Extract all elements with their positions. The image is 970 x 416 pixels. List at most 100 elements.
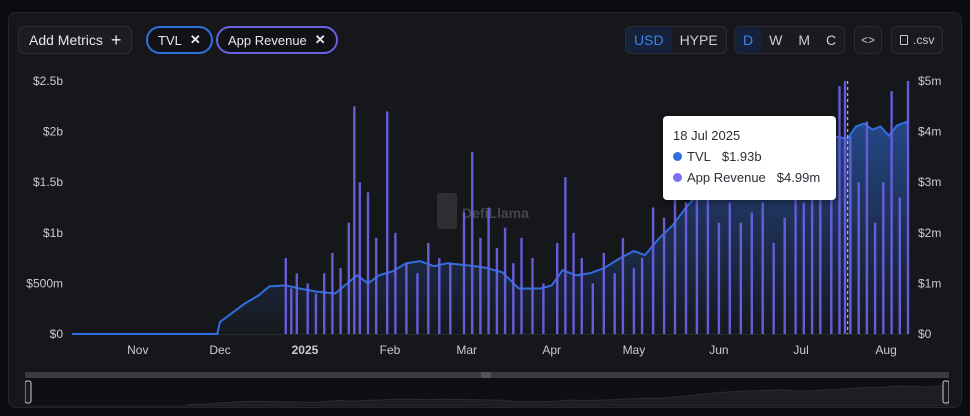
revenue-bar bbox=[366, 192, 370, 334]
revenue-bar bbox=[772, 242, 775, 334]
revenue-bar bbox=[386, 111, 389, 335]
metric-chip-app-revenue[interactable]: App Revenue ✕ bbox=[216, 26, 338, 54]
revenue-bar bbox=[542, 283, 545, 334]
revenue-bar bbox=[662, 217, 666, 334]
revenue-bar bbox=[602, 253, 605, 334]
y-right-tick-label: $2m bbox=[918, 226, 941, 240]
metric-chip-tvl[interactable]: TVL ✕ bbox=[146, 26, 213, 54]
tooltip-date: 18 Jul 2025 bbox=[673, 128, 741, 143]
revenue-bar bbox=[556, 242, 559, 334]
y-left-tick-label: $1.5b bbox=[33, 175, 63, 189]
revenue-bar bbox=[898, 197, 901, 334]
chart-tooltip: 18 Jul 2025 TVL $1.93b App Revenue $4.99… bbox=[663, 116, 836, 200]
revenue-bar bbox=[849, 136, 852, 334]
y-left-tick-label: $2b bbox=[43, 125, 63, 139]
grouping-weekly[interactable]: W bbox=[769, 32, 783, 48]
revenue-bar bbox=[684, 202, 688, 334]
revenue-bar bbox=[306, 283, 309, 334]
x-axis: Nov Dec 2025 Feb Mar Apr May Jun Jul Aug bbox=[72, 334, 908, 357]
y-right-tick-label: $3m bbox=[918, 175, 941, 189]
revenue-bar bbox=[673, 192, 677, 334]
x-tick-label: May bbox=[623, 343, 646, 357]
grouping-cumulative[interactable]: C bbox=[826, 32, 837, 48]
revenue-bar bbox=[838, 86, 841, 334]
currency-usd[interactable]: USD bbox=[626, 27, 672, 53]
revenue-bar bbox=[495, 248, 499, 334]
brush-handle-right[interactable] bbox=[942, 380, 949, 404]
add-metrics-button[interactable]: Add Metrics + bbox=[18, 26, 133, 54]
revenue-bar bbox=[471, 151, 474, 334]
time-range-brush[interactable] bbox=[25, 372, 949, 406]
x-tick-label: Nov bbox=[127, 343, 148, 357]
watermark-text: DefiLlama bbox=[462, 205, 529, 221]
revenue-bar bbox=[632, 268, 636, 334]
file-icon bbox=[900, 35, 908, 45]
revenue-bar bbox=[462, 212, 466, 334]
tvl-area-fill bbox=[72, 121, 908, 334]
revenue-bar bbox=[503, 227, 507, 334]
y-axis-right: $0 $1m $2m $3m $4m $5m bbox=[918, 74, 941, 341]
brush-mini-chart bbox=[25, 385, 949, 406]
revenue-bar bbox=[761, 202, 764, 334]
y-right-tick-label: $4m bbox=[918, 125, 941, 139]
grouping-monthly[interactable]: M bbox=[798, 32, 811, 48]
revenue-bar bbox=[810, 167, 814, 334]
revenue-bar bbox=[358, 182, 361, 334]
add-metrics-label: Add Metrics bbox=[29, 32, 103, 48]
revenue-bar bbox=[783, 217, 786, 334]
y-left-tick-label: $1b bbox=[43, 226, 63, 240]
y-left-tick-label: $500m bbox=[26, 276, 63, 290]
grouping-daily[interactable]: D bbox=[735, 27, 762, 53]
grouping-toggle: D W M C bbox=[734, 26, 846, 54]
revenue-bar bbox=[347, 222, 350, 334]
csv-download-button[interactable]: .csv bbox=[891, 26, 944, 54]
x-tick-label: Aug bbox=[875, 343, 896, 357]
revenue-bar bbox=[695, 167, 699, 334]
y-axis-left: $0 $500m $1b $1.5b $2b $2.5b bbox=[26, 74, 63, 341]
embed-button[interactable]: <> bbox=[854, 26, 882, 54]
currency-hype[interactable]: HYPE bbox=[679, 32, 718, 48]
revenue-bar bbox=[331, 253, 334, 334]
x-tick-label: Mar bbox=[456, 343, 477, 357]
revenue-bar bbox=[580, 258, 583, 334]
chart-toolbar: Add Metrics + TVL ✕ App Revenue ✕ USD HY… bbox=[18, 26, 952, 54]
revenue-bar bbox=[323, 273, 326, 334]
brush-handle-left[interactable] bbox=[25, 380, 32, 404]
revenue-bar bbox=[314, 293, 318, 334]
brush-grip-icon[interactable] bbox=[481, 372, 491, 378]
metric-chip-app-revenue-label: App Revenue bbox=[228, 32, 307, 48]
y-right-tick-label: $1m bbox=[918, 276, 941, 290]
revenue-bar bbox=[794, 182, 797, 334]
revenue-bar bbox=[802, 202, 805, 334]
close-icon[interactable]: ✕ bbox=[314, 32, 326, 47]
revenue-bar bbox=[438, 258, 441, 334]
tooltip-revenue-value: $4.99m bbox=[776, 170, 821, 185]
close-icon[interactable]: ✕ bbox=[189, 32, 201, 47]
x-tick-label: Jun bbox=[709, 343, 728, 357]
plus-icon: + bbox=[110, 30, 122, 50]
revenue-bar bbox=[857, 182, 860, 334]
revenue-bar bbox=[890, 91, 893, 334]
x-tick-label: Dec bbox=[209, 343, 230, 357]
y-left-tick-label: $2.5b bbox=[33, 74, 63, 88]
revenue-bar bbox=[739, 222, 742, 334]
tooltip-row-tvl: TVL $1.93b bbox=[673, 149, 826, 164]
llama-icon bbox=[437, 193, 457, 229]
tooltip-tvl-label: TVL bbox=[687, 149, 711, 164]
revenue-bar bbox=[882, 182, 885, 334]
revenue-bar bbox=[339, 268, 342, 334]
revenue-bar bbox=[613, 273, 616, 334]
revenue-bar bbox=[873, 222, 877, 334]
revenue-bar bbox=[479, 237, 482, 334]
revenue-dot-icon bbox=[673, 173, 682, 182]
metric-chip-tvl-label: TVL bbox=[158, 32, 182, 48]
revenue-bar bbox=[531, 258, 534, 334]
revenue-bar bbox=[706, 192, 710, 334]
code-icon: <> bbox=[860, 33, 875, 47]
revenue-bar bbox=[728, 202, 731, 334]
tooltip-row-app-revenue: App Revenue $4.99m bbox=[673, 170, 826, 185]
x-tick-label: Apr bbox=[542, 343, 561, 357]
revenue-bar bbox=[830, 151, 833, 334]
revenue-bar bbox=[284, 258, 287, 334]
csv-label: .csv bbox=[913, 33, 935, 47]
